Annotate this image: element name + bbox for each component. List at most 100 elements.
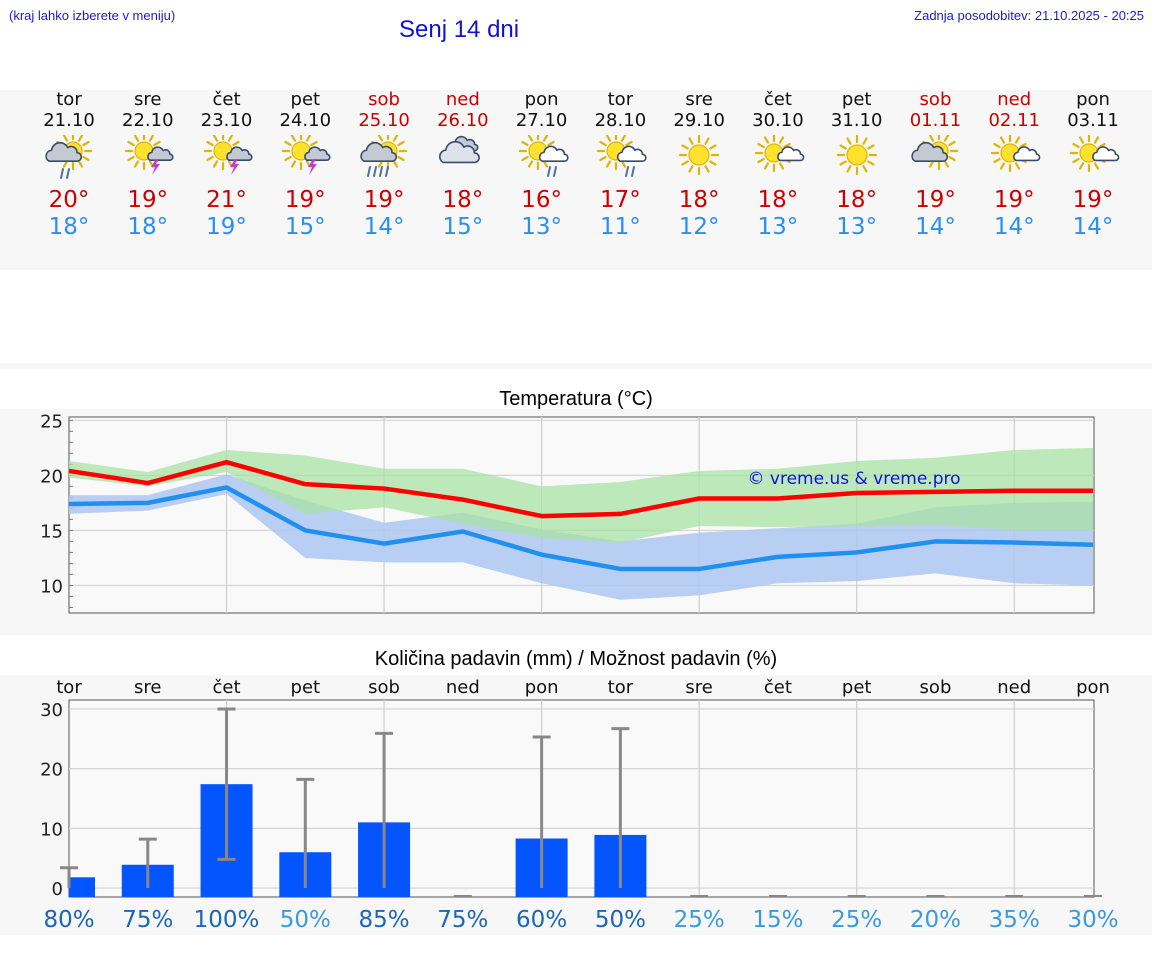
day-column: ned 26.10 18° 15° [423, 90, 503, 241]
category-label: sre [134, 677, 161, 698]
min-temp: 13° [836, 214, 878, 240]
category-label: tor [608, 677, 634, 698]
min-temp: 18° [48, 214, 90, 240]
category-label: ned [997, 677, 1031, 698]
min-temp: 14° [915, 214, 956, 240]
min-temp: 14° [1072, 214, 1114, 240]
min-temp: 11° [599, 214, 641, 240]
weather-sun-grey-cloud-icon [911, 135, 959, 171]
day-date: 23.10 [200, 110, 253, 131]
min-temp: 18° [127, 214, 169, 240]
min-temp-line [68, 485, 1094, 572]
probability-label: 25% [831, 907, 882, 933]
y-tick-label: 10 [40, 576, 63, 597]
probability-label: 50% [595, 907, 646, 933]
weather-sun-thunder-icon [282, 135, 331, 175]
day-name: čet [212, 89, 241, 110]
separator-band [0, 363, 1152, 369]
location-hint: (kraj lahko izberete v meniju) [9, 8, 176, 23]
max-temp: 19° [127, 187, 169, 213]
max-range-band [69, 447, 1094, 543]
y-tick-label: 25 [40, 411, 63, 432]
day-column: pon 27.10 16° 13° [502, 90, 582, 241]
weather-sun-icon [679, 135, 720, 176]
day-column: pet 24.10 19° 15° [265, 90, 345, 241]
day-date: 29.10 [673, 110, 725, 131]
max-temp: 18° [678, 187, 720, 213]
probability-label: 60% [516, 907, 567, 933]
min-temp: 14° [993, 214, 1035, 240]
weather-sun-cloud-showers-icon [518, 135, 569, 177]
weather-sun-thunder-icon [203, 135, 253, 175]
max-temp: 19° [284, 187, 326, 213]
day-date: 21.10 [43, 110, 95, 131]
max-temp: 19° [1072, 187, 1114, 213]
day-name: pet [841, 89, 872, 110]
y-tick-label: 0 [52, 879, 63, 900]
weather-sun-cloud-rain-icon [45, 135, 93, 179]
day-name: čet [763, 89, 792, 110]
day-name: sre [134, 89, 162, 110]
weather-sun-small-cloud-icon [1069, 135, 1120, 173]
probability-label: 75% [437, 907, 488, 933]
category-label: čet [213, 677, 241, 698]
day-column: sre 22.10 19° 18° [108, 90, 188, 241]
day-name: sob [919, 89, 952, 110]
weather-sun-icon [836, 135, 877, 176]
precipitation-chart: tor sre čet pet sob ned pon tor sre čet pet sob ned p… [40, 677, 1118, 933]
y-tick-label: 20 [40, 466, 63, 487]
day-name: sre [685, 89, 713, 110]
forecast-strip: tor 21.10 20° 18° sre 22.10 19° 18° čet 23.10 21° 1… [0, 90, 1152, 270]
day-date: 25.10 [358, 110, 410, 131]
max-temp: 19° [993, 187, 1035, 213]
min-temp: 13° [757, 214, 799, 240]
max-temp: 18° [442, 187, 484, 213]
category-label: pon [1076, 677, 1110, 698]
probability-label: 35% [989, 907, 1040, 933]
weather-sun-cloud-showers-icon [597, 135, 647, 177]
min-temp: 15° [284, 214, 326, 240]
weather-sun-small-cloud-icon [754, 135, 805, 173]
max-temp: 19° [363, 187, 405, 213]
probability-label: 80% [43, 907, 94, 933]
day-name: sob [368, 89, 400, 110]
last-update-text: Zadnja posodobitev: 21.10.2025 - 20:25 [914, 8, 1144, 23]
day-name: tor [56, 89, 82, 110]
max-temp: 19° [915, 187, 956, 213]
category-label: čet [764, 677, 792, 698]
probability-label: 85% [359, 907, 410, 933]
day-date: 27.10 [515, 110, 568, 131]
weather-sun-cloud-heavy-rain-icon [360, 135, 408, 177]
probability-label: 25% [674, 907, 725, 933]
probability-label: 100% [194, 907, 260, 933]
day-column: sob 01.11 19° 14° [895, 90, 975, 241]
page-title: Senj 14 dni [399, 16, 520, 43]
min-temp: 13° [521, 214, 562, 240]
day-date: 02.11 [988, 110, 1040, 131]
min-temp: 15° [442, 214, 484, 240]
day-name: pet [290, 89, 321, 110]
day-name: pon [524, 89, 559, 110]
category-label: pet [842, 677, 872, 698]
day-name: tor [607, 89, 634, 110]
temperature-chart: 10 15 20 25 © vreme.us & vreme.pro [40, 411, 1095, 614]
category-label: sre [685, 677, 712, 698]
category-label: sob [368, 677, 400, 698]
day-date: 01.11 [909, 110, 962, 131]
day-column: sob 25.10 19° 14° [344, 90, 424, 241]
weather-sun-small-cloud-icon [991, 135, 1041, 173]
y-tick-label: 30 [40, 700, 63, 721]
day-name: pon [1076, 89, 1110, 110]
max-temp: 18° [757, 187, 799, 213]
probability-label: 30% [1067, 907, 1118, 933]
day-column: pon 03.11 19° 14° [1053, 90, 1133, 241]
precip-bar [69, 877, 95, 897]
day-name: ned [445, 89, 480, 110]
max-temp: 17° [599, 187, 641, 213]
min-temp: 14° [363, 214, 405, 240]
temperature-chart-title: Temperatura (°C) [499, 388, 653, 410]
day-column: tor 21.10 20° 18° [29, 90, 109, 241]
day-column: pet 31.10 18° 13° [817, 90, 897, 241]
category-label: pet [291, 677, 321, 698]
day-column: čet 30.10 18° 13° [738, 90, 818, 241]
